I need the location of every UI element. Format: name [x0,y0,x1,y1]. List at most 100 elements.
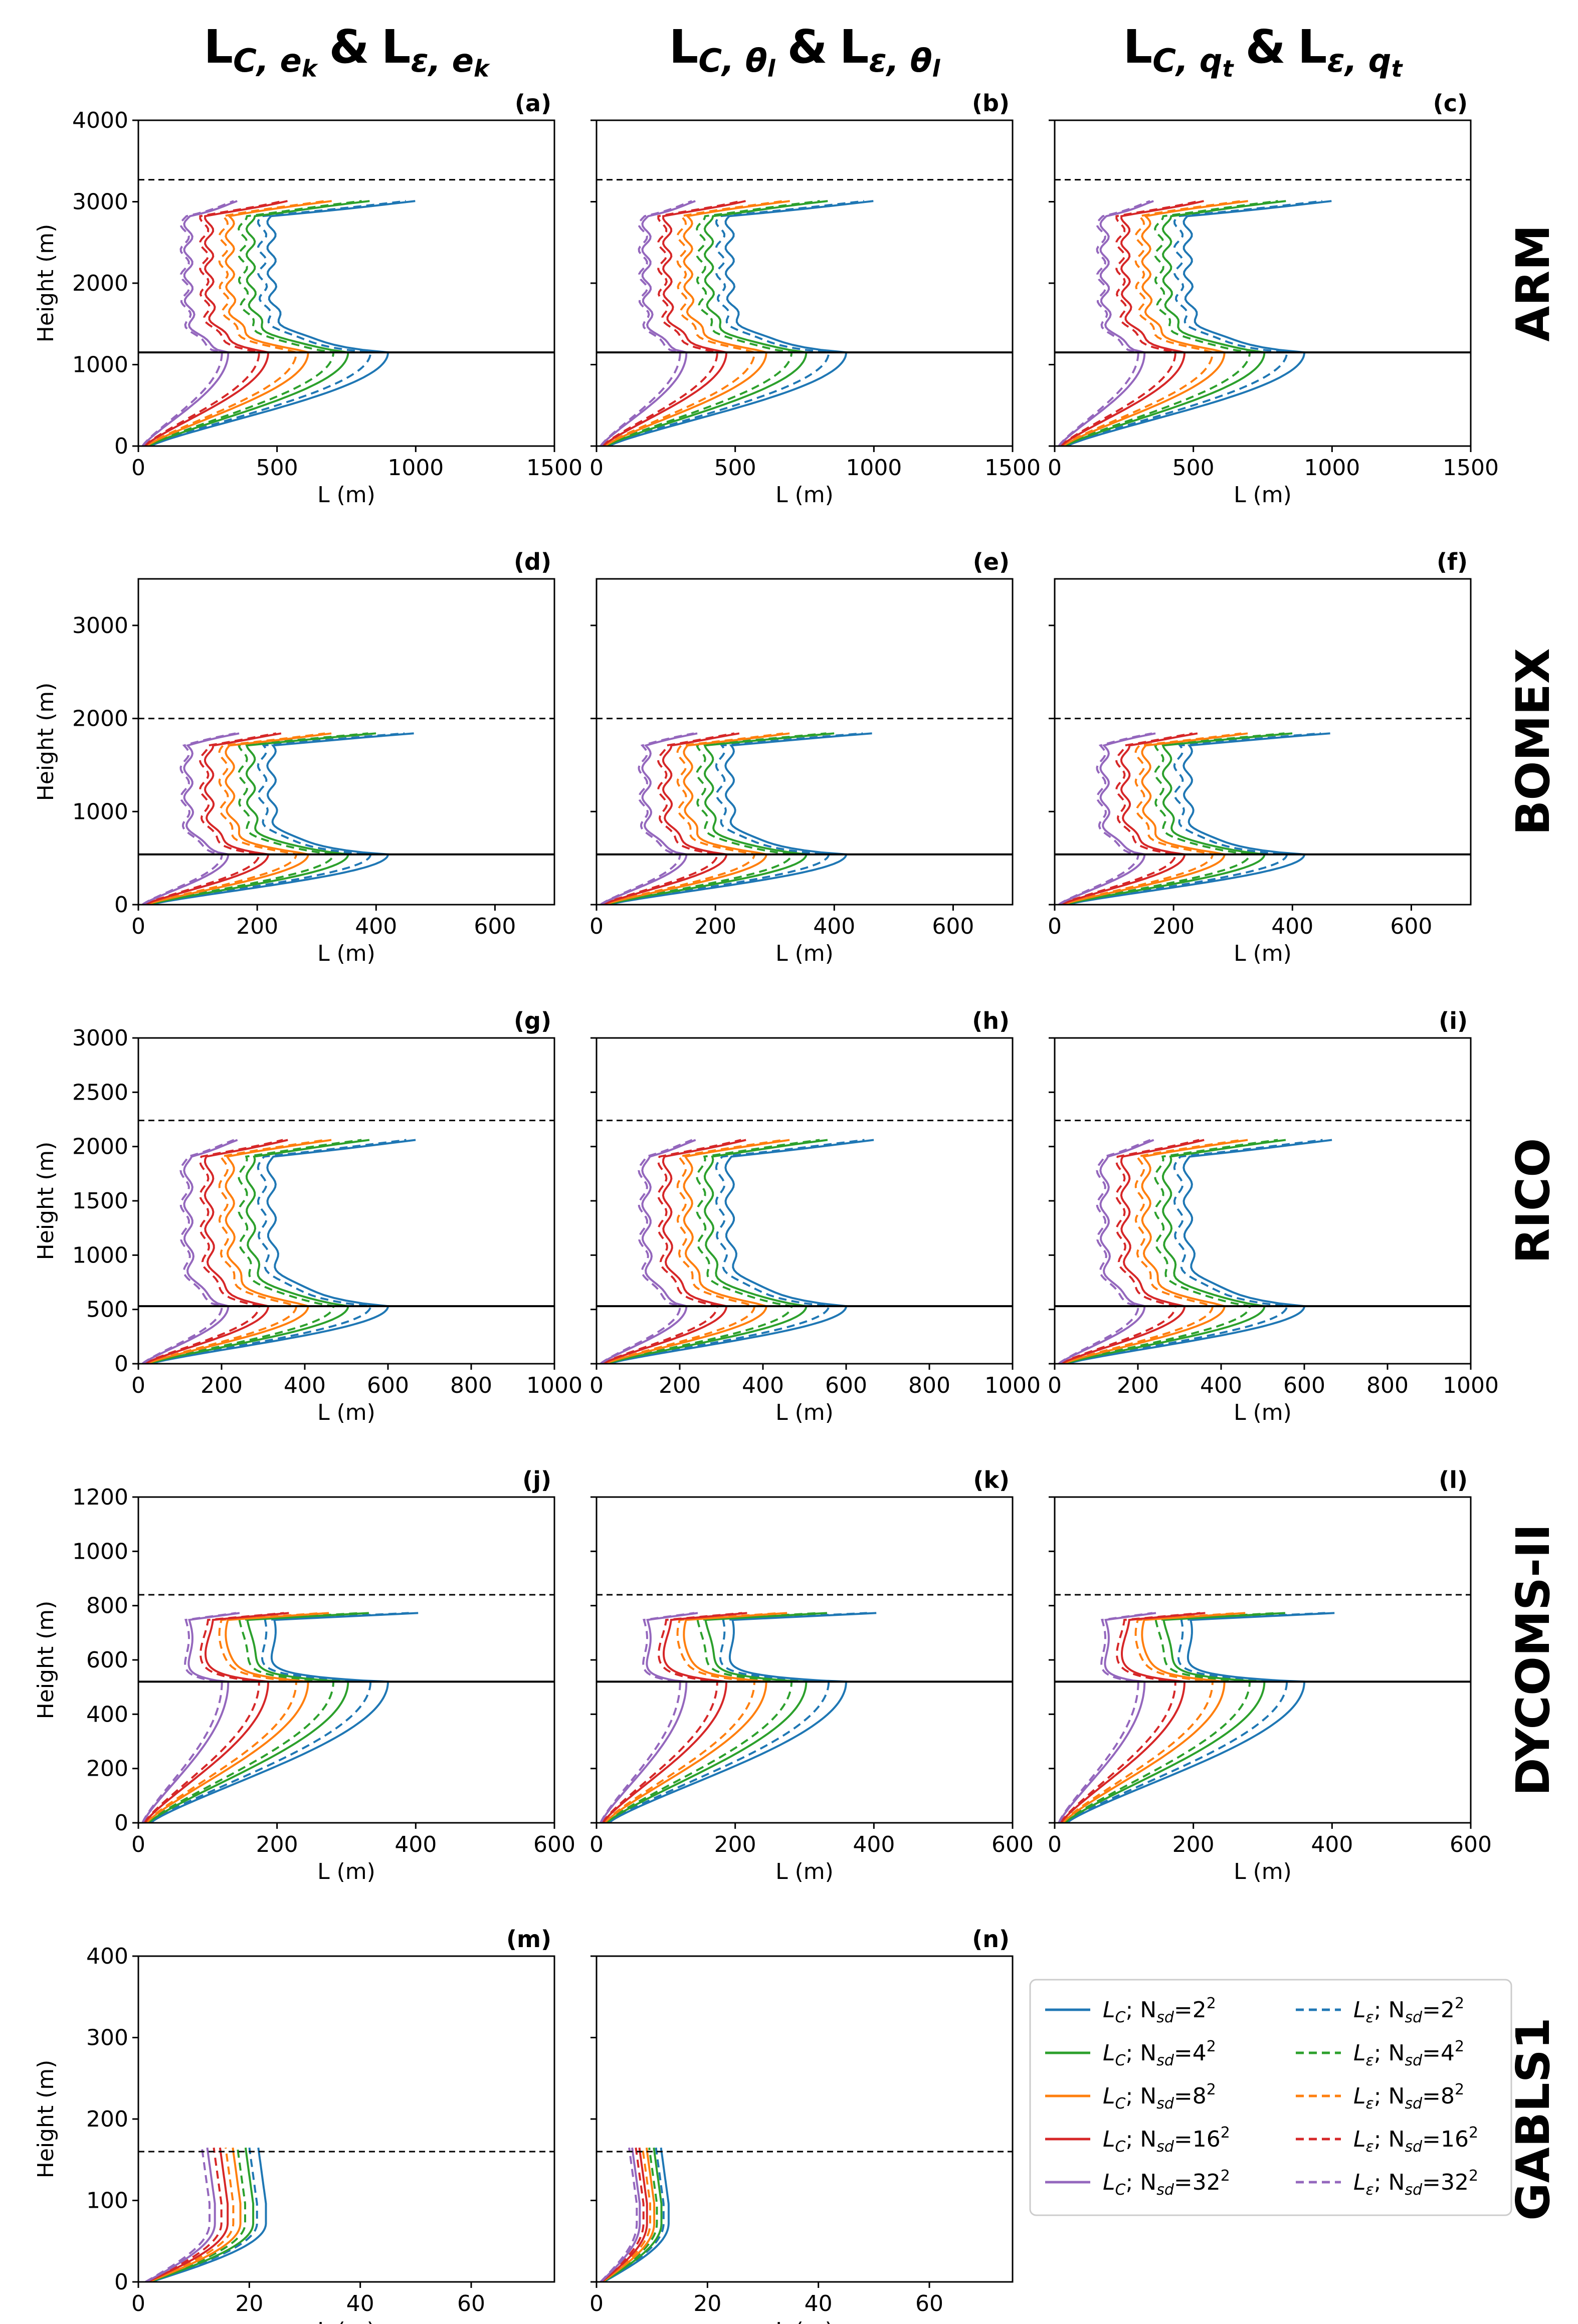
x-tick-label: 600 [474,914,516,939]
y-tick-label: 0 [114,1810,128,1836]
panel-label: (f) [1437,548,1468,575]
legend-sub2: sd [1156,2181,1174,2199]
series-line-N8-dashed [604,1612,781,1823]
x-tick-label: 0 [589,914,604,939]
series-line-N4-dashed [1064,732,1285,905]
x-axis-label: L (m) [1234,1400,1292,1425]
y-tick-label: 3000 [72,1025,128,1051]
y-tick-label: 0 [114,1351,128,1377]
series-line-N2-dashed [149,1139,407,1364]
y-tick-label: 0 [114,434,128,459]
legend-sub: ε [1366,2095,1374,2112]
x-axis-label: L (m) [775,941,834,966]
series-line-N4-solid [606,200,828,446]
legend-entry-label: Lε; Nsd=22 [1353,1995,1464,2026]
x-tick-label: 40 [805,2291,833,2316]
series-line-N32-dashed [600,2147,638,2282]
panel-g: 0 200 400 600 800 1000 L (m) 0 500 1000 1500 2000 25… [33,1007,582,1425]
series-line-N16-solid [602,732,740,905]
x-tick-label: 500 [714,455,756,481]
panel-e: 0 200 400 600 L (m) (e) [589,548,1014,966]
x-tick-label: 40 [346,2291,374,2316]
x-tick-label: 1000 [1304,455,1360,481]
x-tick-label: 0 [1048,1832,1062,1857]
legend-sub: C [1115,2009,1126,2026]
legend-mid: ; N [1125,2040,1156,2066]
series-line-N32-solid [600,1139,696,1364]
col-title-sub2: ε, e [411,43,474,80]
x-tick-label: 600 [533,1832,575,1857]
series-line-N32-dashed [1058,1139,1151,1364]
x-tick-label: 0 [589,1373,604,1398]
col-title-sub1k: t [1223,55,1235,82]
series-line-N2-dashed [149,1612,409,1823]
y-tick-label: 1500 [72,1188,128,1214]
legend-l: L [1353,2040,1366,2066]
x-axis-label: L (m) [1234,941,1292,966]
x-tick-label: 600 [1450,1832,1492,1857]
axes-frame [1054,578,1472,906]
series-line-N8-dashed [1062,200,1242,446]
series-line-N4-solid [1064,200,1286,446]
x-tick-label: 400 [813,914,855,939]
series-line-N8-solid [605,732,790,905]
row-title: DYCOMS-II [1506,1524,1560,1796]
y-tick-label: 300 [86,2025,128,2051]
x-tick-label: 400 [853,1832,895,1857]
y-tick-label: 1000 [72,1539,128,1564]
series-line-N16-dashed [601,2147,645,2282]
series-line-N32-solid [1058,1139,1154,1364]
legend-entry-label: LC; Nsd=82 [1103,2081,1216,2112]
series-line-N4-solid [602,2147,663,2282]
legend-sub: C [1115,2095,1126,2112]
y-tick-label: 0 [114,2269,128,2295]
series-line-N32-solid [142,1139,238,1364]
column-title: LC, θl & Lε, θl [669,20,941,82]
y-axis-label: Height (m) [33,1601,59,1720]
series-line-N2-solid [1067,1139,1332,1364]
legend-val: =4 [1422,2040,1455,2066]
panel-b: 0 500 1000 1500 L (m) (b) [589,90,1041,508]
x-tick-label: 500 [256,455,298,481]
x-tick-label: 0 [589,455,604,481]
series-line-N8-dashed [604,200,784,446]
y-tick-label: 2000 [72,271,128,296]
x-tick-label: 200 [1172,1832,1215,1857]
legend-sup: 2 [1207,2081,1216,2098]
x-tick-label: 200 [201,1373,243,1398]
y-tick-label: 200 [86,1756,128,1782]
x-tick-label: 600 [932,914,974,939]
legend-val: =4 [1174,2040,1207,2066]
panel-label: (b) [972,90,1010,117]
legend-sub2: sd [1156,2052,1174,2069]
x-tick-label: 1000 [387,455,444,481]
x-tick-label: 20 [693,2291,721,2316]
x-tick-label: 0 [589,2291,604,2316]
x-tick-label: 0 [131,2291,145,2316]
col-title-sub2: ε, q [1327,43,1391,80]
series-line-N8-solid [1062,200,1248,446]
series-line-N4-dashed [147,732,368,905]
legend-val: =16 [1174,2127,1221,2152]
legend-val: =32 [1422,2170,1469,2195]
col-title-amp: & [329,20,369,74]
series-line-N4-dashed [602,2147,658,2282]
series-line-N4-solid [1064,1612,1286,1823]
x-axis-label: L (m) [775,1400,834,1425]
legend-l: L [1353,2083,1366,2109]
series-line-N2-solid [609,1139,874,1364]
legend-entry-label: LC; Nsd=162 [1103,2124,1230,2156]
series-line-N16-solid [144,732,282,905]
series-group [600,200,874,446]
series-line-N8-solid [146,1612,329,1823]
legend-l: L [1103,2170,1115,2195]
panel-label: (c) [1433,90,1468,117]
legend-sup: 2 [1469,2167,1478,2185]
legend-sup: 2 [1455,2038,1464,2055]
axes-frame [137,1955,555,2283]
series-line-N2-dashed [608,1139,865,1364]
series-line-N32-dashed [145,2147,211,2282]
col-title-main2: L [1298,20,1327,74]
